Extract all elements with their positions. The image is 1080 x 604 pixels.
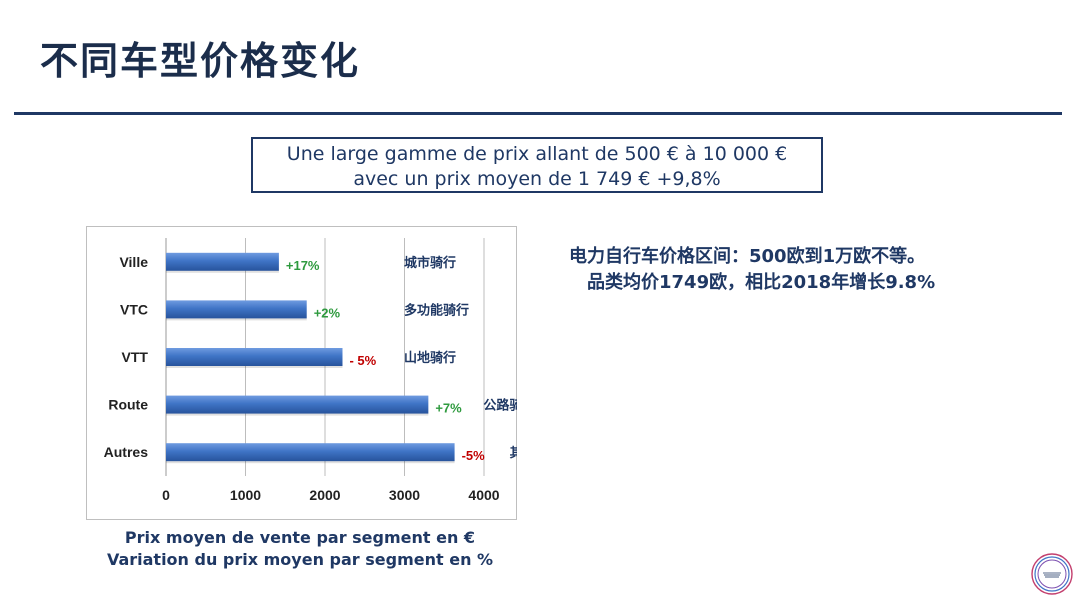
x-tick-label: 4000 (468, 487, 499, 503)
note-line-1: 电力自行车价格区间：500欧到1万欧不等。 (569, 246, 926, 267)
segment-cn-label: 山地骑行 (404, 350, 456, 366)
bar-ville (166, 252, 279, 271)
bar-shadow (166, 413, 429, 416)
bar-autres (166, 443, 455, 462)
bar-vtc (166, 300, 307, 319)
segment-cn-label: 其他 (510, 445, 517, 461)
x-tick-label: 2000 (309, 487, 340, 503)
bar-shadow (166, 270, 279, 273)
title-divider (14, 112, 1062, 115)
segment-cn-label: 多功能骑行 (404, 302, 469, 318)
category-label: Route (108, 397, 148, 413)
bar-vtt (166, 348, 343, 366)
category-label: Ville (119, 254, 148, 270)
price-range-summary-box: Une large gamme de prix allant de 500 € … (251, 137, 823, 193)
variation-label: - 5% (349, 353, 376, 368)
price-by-segment-bar-chart: 0 1000 2000 3000 4000 Ville +17% 城市骑行 VTC +2% 多功能骑… (104, 238, 517, 503)
note-line-2: 品类均价1749欧，相比2018年增长9.8% (587, 272, 936, 293)
chart-frame (86, 226, 517, 520)
caption-line-1: Prix moyen de vente par segment en € (124, 528, 476, 547)
category-label: VTC (120, 301, 148, 317)
chinese-price-note: 电力自行车价格区间：500欧到1万欧不等。 品类均价1749欧，相比2018年增… (552, 244, 1052, 296)
x-tick-label: 3000 (389, 487, 420, 503)
page-title: 不同车型价格变化 (40, 39, 361, 83)
segment-cn-label: 公路骑行 (483, 398, 517, 414)
bar-shadow (166, 366, 343, 368)
category-label: Autres (104, 444, 149, 460)
x-tick-label: 1000 (230, 487, 261, 503)
summary-line-1: Une large gamme de prix allant de 500 € … (286, 143, 788, 165)
x-tick-label: 0 (162, 487, 170, 503)
variation-label: +7% (435, 401, 462, 416)
category-label: VTT (122, 349, 149, 365)
caption-line-2: Variation du prix moyen par segment en % (106, 550, 494, 569)
chart-bars (166, 252, 455, 464)
chart-labels: 0 1000 2000 3000 4000 Ville +17% 城市骑行 VTC +2% 多功能骑… (104, 254, 517, 503)
summary-line-2: avec un prix moyen de 1 749 € +9,8% (353, 168, 721, 190)
bar-route (166, 395, 429, 414)
chart-caption: Prix moyen de vente par segment en € Var… (86, 527, 514, 571)
union-sport-cycle-logo (1031, 553, 1073, 595)
bar-shadow (166, 461, 455, 464)
bar-shadow (166, 318, 307, 321)
variation-label: -5% (462, 448, 486, 463)
variation-label: +2% (314, 305, 341, 320)
variation-label: +17% (286, 258, 320, 273)
segment-cn-label: 城市骑行 (404, 255, 456, 271)
